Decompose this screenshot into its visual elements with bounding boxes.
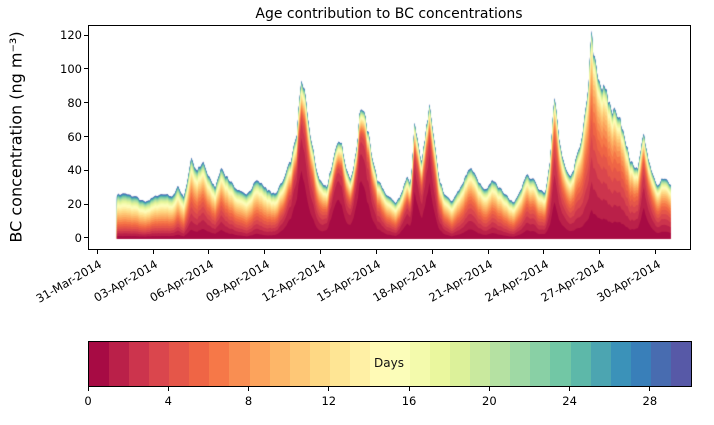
colorbar-tick-mark [488,387,490,391]
colorbar-tick-label: 4 [164,394,172,408]
colorbar-cell [89,342,110,386]
colorbar-cell [470,342,491,386]
y-tick-mark [84,169,88,171]
x-tick-mark [208,250,210,254]
y-tick-mark [84,34,88,36]
y-tick-label: 40 [67,163,82,178]
colorbar-cell [610,342,631,386]
colorbar-cell [309,342,330,386]
plot-area [88,25,691,250]
colorbar-tick-label: 0 [84,394,92,408]
colorbar-cell [349,342,370,386]
x-tick-mark [431,250,433,254]
y-tick-label: 60 [67,129,82,144]
colorbar-tick-label: 24 [562,394,577,408]
colorbar-cell [209,342,230,386]
colorbar-cell [289,342,310,386]
colorbar-cell [450,342,471,386]
colorbar-cell [249,342,270,386]
y-tick-label: 0 [74,230,82,245]
colorbar-cell [389,342,410,386]
y-tick-label: 80 [67,95,82,110]
colorbar-tick-mark [167,387,169,391]
x-tick-mark [655,250,656,254]
x-tick-mark [320,250,322,254]
colorbar-tick-mark [328,387,330,391]
colorbar-cell [630,342,651,386]
colorbar-tick-mark [408,387,410,391]
colorbar-cell [269,342,290,386]
x-tick-mark [375,250,377,254]
colorbar-cell [169,342,190,386]
colorbar-cell [410,342,431,386]
y-tick-label: 20 [67,197,82,212]
chart-title: Age contribution to BC concentrations [255,6,523,22]
colorbar-tick-mark [649,387,651,391]
x-tick-mark [543,250,545,254]
colorbar-cell [670,342,691,386]
colorbar-cell [430,342,451,386]
colorbar [88,341,692,387]
colorbar-cell [189,342,210,386]
colorbar-cell [129,342,150,386]
colorbar-cell [109,342,130,386]
colorbar-tick-mark [248,387,250,391]
colorbar-cell [510,342,531,386]
colorbar-tick-label: 16 [401,394,417,408]
y-tick-mark [84,102,88,104]
stacked-area-canvas [89,26,690,249]
y-tick-mark [84,237,88,239]
colorbar-tick-label: 8 [244,394,253,408]
colorbar-cell [329,342,350,386]
colorbar-tick-label: 28 [642,394,658,408]
y-axis-label: BC concentration (ng m⁻³) [6,31,26,243]
x-tick-mark [96,250,98,254]
colorbar-tick-label: 12 [321,394,337,408]
colorbar-cell [229,342,250,386]
y-tick-mark [84,68,88,70]
x-tick-mark [487,250,489,254]
colorbar-cell [530,342,551,386]
colorbar-cell [149,342,170,386]
colorbar-tick-mark [87,387,89,391]
colorbar-cell [369,342,390,386]
x-tick-mark [264,250,266,254]
y-tick-label: 120 [60,28,82,43]
colorbar-cell [570,342,591,386]
y-tick-mark [84,203,88,205]
x-tick-mark [152,250,154,254]
y-tick-label: 100 [60,61,82,76]
colorbar-cell [590,342,611,386]
colorbar-cell [550,342,571,386]
y-tick-mark [84,136,88,137]
colorbar-cell [490,342,511,386]
colorbar-tick-label: 20 [482,394,497,408]
x-tick-mark [599,250,601,254]
colorbar-cell [650,342,671,386]
colorbar-tick-mark [569,387,571,391]
